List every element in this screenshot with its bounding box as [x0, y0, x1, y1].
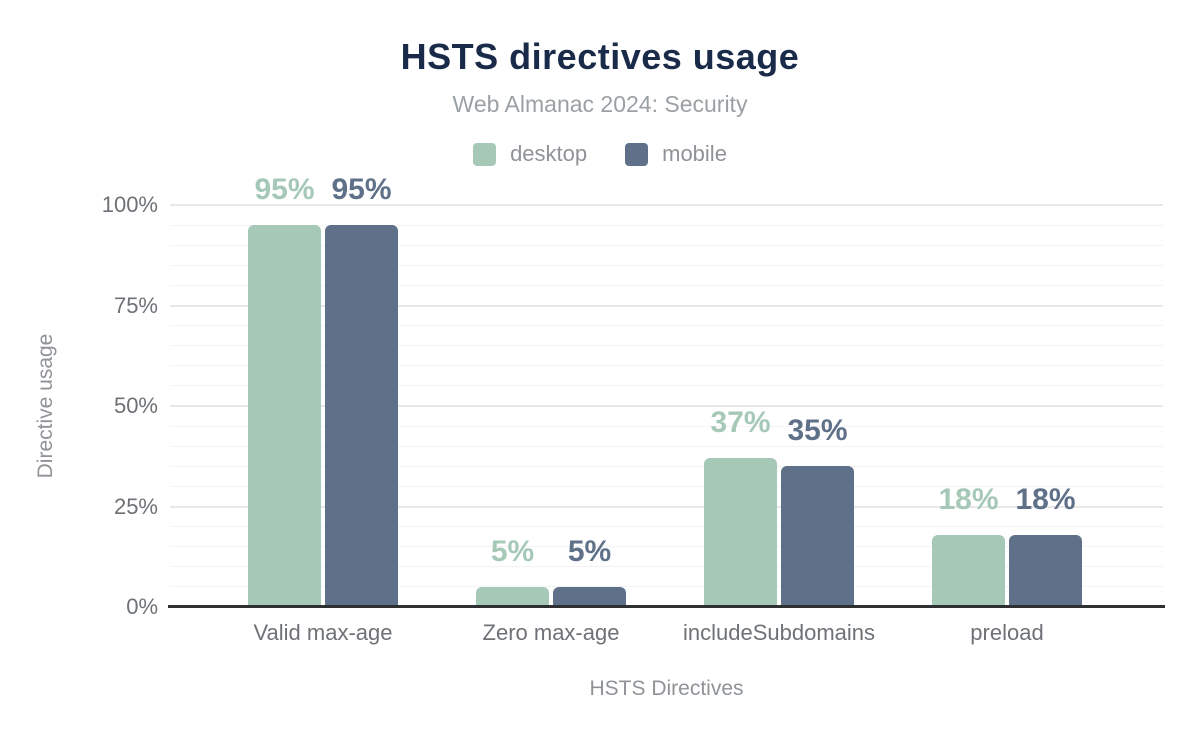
- x-tick-zero-max-age: Zero max-age: [482, 620, 620, 645]
- value-label-mobile-valid-max-age: 95%: [331, 173, 392, 207]
- value-label-mobile-zero-max-age: 5%: [567, 534, 612, 568]
- gridline-minor: [170, 365, 1163, 367]
- value-label-desktop-preload: 18%: [938, 482, 999, 516]
- chart-title: HSTS directives usage: [400, 36, 800, 77]
- legend-swatch-mobile: [625, 142, 649, 166]
- gridline-major: [170, 204, 1163, 206]
- value-label-mobile-preload: 18%: [1015, 482, 1076, 516]
- legend-swatch-desktop: [473, 142, 497, 166]
- y-tick-100: 100%: [101, 192, 158, 217]
- value-label-desktop-zero-max-age: 5%: [490, 534, 535, 568]
- x-tick-valid-max-age: Valid max-age: [253, 620, 393, 645]
- x-axis-line: [168, 605, 1165, 608]
- gridline-minor: [170, 244, 1163, 246]
- gridline-minor: [170, 385, 1163, 387]
- gridline-minor: [170, 264, 1163, 266]
- y-tick-0: 0%: [126, 594, 158, 619]
- gridline-minor: [170, 546, 1163, 548]
- x-tick-preload: preload: [970, 620, 1044, 645]
- gridline-major: [170, 304, 1163, 307]
- bar-mobile-zero-max-age[interactable]: [553, 586, 626, 607]
- legend-label-desktop: desktop: [510, 141, 588, 166]
- gridline-minor: [170, 465, 1163, 467]
- bar-desktop-includesubdomains[interactable]: [704, 458, 777, 607]
- gridline-minor: [170, 425, 1163, 427]
- value-label-mobile-includesubdomains: 35%: [787, 414, 848, 448]
- gridline-minor: [170, 224, 1163, 226]
- legend-item-mobile[interactable]: mobile: [625, 141, 727, 167]
- gridline-minor: [170, 325, 1163, 327]
- bar-desktop-valid-max-age[interactable]: [248, 225, 321, 607]
- chart-subtitle: Web Almanac 2024: Security: [452, 91, 748, 117]
- bar-desktop-zero-max-age[interactable]: [476, 586, 549, 607]
- legend-label-mobile: mobile: [662, 141, 727, 166]
- x-axis-title: HSTS Directives: [589, 677, 744, 700]
- value-label-desktop-valid-max-age: 95%: [254, 173, 315, 207]
- y-tick-50: 50%: [113, 393, 158, 418]
- legend: desktop mobile: [0, 141, 1200, 167]
- gridline-major: [170, 505, 1163, 508]
- bar-mobile-valid-max-age[interactable]: [325, 225, 398, 607]
- gridline-minor: [170, 485, 1163, 487]
- x-tick-includesubdomains: includeSubdomains: [682, 620, 876, 645]
- bar-desktop-preload[interactable]: [932, 534, 1005, 607]
- gridline-minor: [170, 586, 1163, 588]
- plot-area: 95% 95% 5% 5% 37% 35% 18% 18%: [168, 173, 1165, 608]
- gridline-minor: [170, 345, 1163, 347]
- y-tick-25: 25%: [113, 493, 158, 519]
- gridline-major: [170, 405, 1163, 407]
- gridline-minor: [170, 566, 1163, 568]
- value-label-desktop-includesubdomains: 37%: [710, 406, 771, 440]
- bar-mobile-includesubdomains[interactable]: [781, 466, 854, 607]
- legend-item-desktop[interactable]: desktop: [473, 141, 587, 167]
- gridline-minor: [170, 284, 1163, 286]
- gridline-minor: [170, 445, 1163, 447]
- gridline-minor: [170, 526, 1163, 528]
- bar-mobile-preload[interactable]: [1009, 534, 1082, 607]
- y-tick-75: 75%: [113, 292, 158, 318]
